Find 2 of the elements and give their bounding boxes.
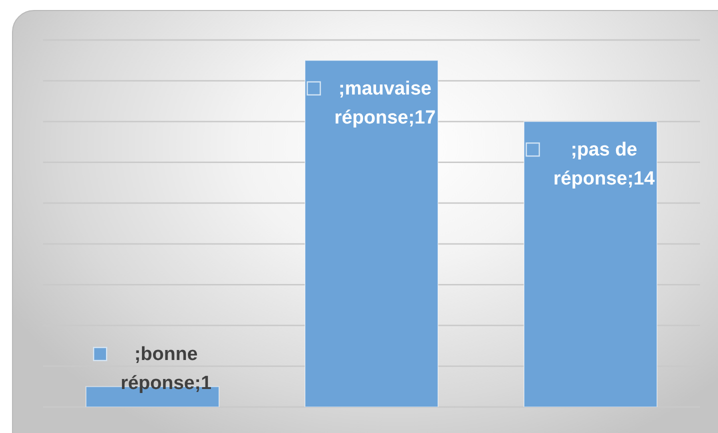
data-label: ;pas de réponse;14 [553, 139, 656, 190]
data-label: ;mauvaise réponse;17 [334, 78, 436, 128]
